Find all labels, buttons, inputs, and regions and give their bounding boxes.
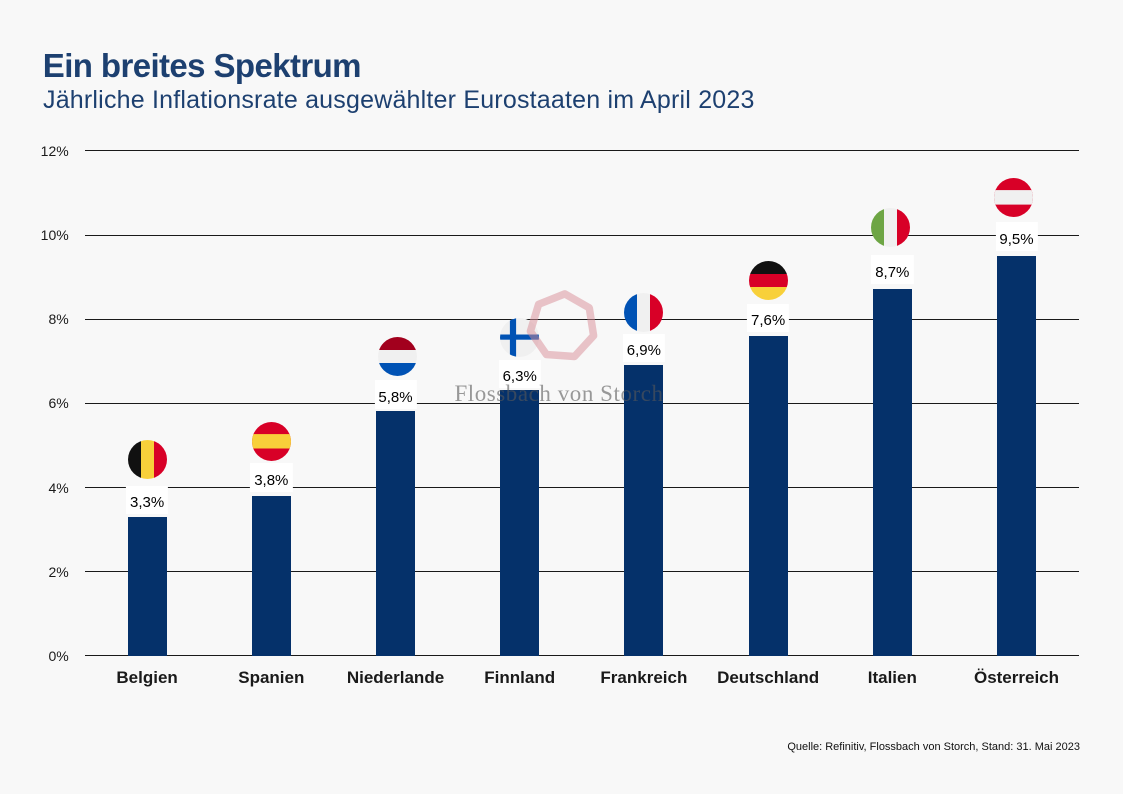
svg-text:Flossbach von Storch: Flossbach von Storch [454, 381, 663, 406]
